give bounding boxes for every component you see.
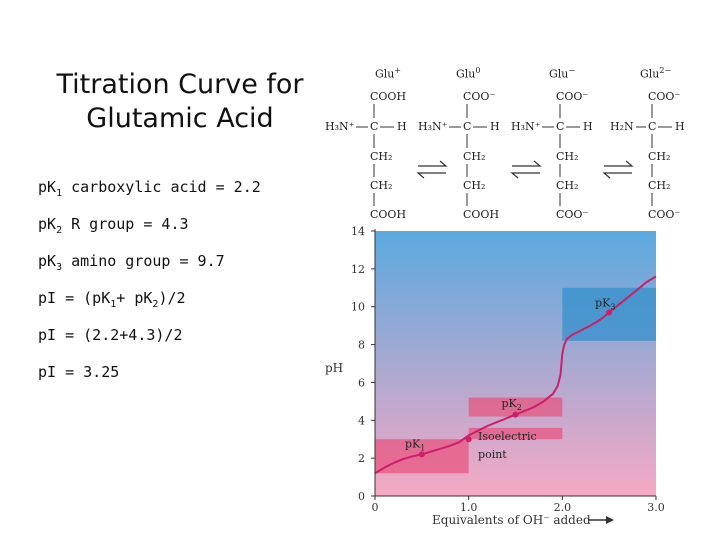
y-tick-label: 12 — [351, 263, 365, 276]
x-tick-label: 1.0 — [460, 501, 478, 514]
species-name-glu-2minus: Glu2− — [640, 66, 672, 81]
y-axis-label: pH — [325, 361, 343, 375]
s1-side: COOH — [370, 208, 407, 221]
note-pi-result: pI = 3.25 — [38, 363, 120, 381]
x-tick-label: 3.0 — [647, 501, 665, 514]
x-tick-label: 2.0 — [554, 501, 572, 514]
pK3-label: pK3 — [595, 297, 615, 312]
species-name-glu-plus: Glu+ — [375, 66, 402, 81]
pI-region — [468, 427, 563, 440]
pK2-point — [512, 411, 519, 418]
s1-center: C — [370, 120, 379, 133]
y-tick-label: 8 — [358, 339, 365, 352]
note-pk1: pK1 carboxylic acid = 2.2 — [38, 178, 261, 199]
s3-ch2b: CH₂ — [556, 179, 579, 192]
s2-amine: H₃N⁺ — [418, 120, 448, 133]
note-pk3: pK3 amino group = 9.7 — [38, 252, 225, 273]
note-pk2: pK2 R group = 4.3 — [38, 215, 189, 236]
s1-top: COOH — [370, 90, 407, 103]
pK1-point — [418, 451, 425, 458]
y-tick-label: 10 — [351, 301, 365, 314]
species-name-glu-minus: Glu− — [549, 66, 576, 81]
s3-side: COO⁻ — [556, 208, 589, 221]
isoelectric-point — [465, 436, 472, 443]
y-tick-label: 2 — [358, 452, 365, 465]
x-tick-label: 0 — [372, 501, 379, 514]
title-line-2: Glutamic Acid — [86, 103, 274, 134]
s2-ch2b: CH₂ — [463, 179, 486, 192]
page-title: Titration Curve for Glutamic Acid — [30, 68, 330, 136]
isoelectric-label-2: point — [478, 448, 507, 461]
s3-h: H — [583, 120, 593, 133]
pK3-point — [606, 309, 613, 316]
y-tick-label: 0 — [358, 490, 365, 503]
s4-ch2a: CH₂ — [648, 150, 671, 163]
s4-center: C — [648, 120, 657, 133]
pk-notes: pK1 carboxylic acid = 2.2 pK2 R group = … — [38, 178, 328, 400]
s4-side: COO⁻ — [648, 208, 681, 221]
y-tick-label: 4 — [358, 414, 365, 427]
s2-center: C — [463, 120, 472, 133]
s2-top: COO⁻ — [463, 90, 496, 103]
pK2-region — [468, 397, 563, 417]
s2-h: H — [490, 120, 500, 133]
s1-amine: H₃N⁺ — [325, 120, 355, 133]
isoelectric-label-1: Isoelectric — [478, 430, 537, 443]
s3-center: C — [556, 120, 565, 133]
y-tick-label: 14 — [351, 225, 365, 238]
note-pi-substituted: pI = (2.2+4.3)/2 — [38, 326, 183, 344]
pK1-label: pK1 — [405, 438, 425, 453]
y-tick-label: 6 — [358, 376, 365, 389]
s3-ch2a: CH₂ — [556, 150, 579, 163]
x-axis-arrow-icon — [588, 516, 614, 524]
s4-ch2b: CH₂ — [648, 179, 671, 192]
s2-side: COOH — [463, 208, 500, 221]
s3-amine: H₃N⁺ — [511, 120, 541, 133]
title-line-1: Titration Curve for — [56, 69, 304, 100]
s1-h: H — [397, 120, 407, 133]
s3-top: COO⁻ — [556, 90, 589, 103]
s4-h: H — [675, 120, 685, 133]
note-pi-formula: pI = (pK1+ pK2)/2 — [38, 289, 186, 310]
x-axis-label: Equivalents of OH⁻ added — [432, 513, 591, 527]
s4-top: COO⁻ — [648, 90, 681, 103]
s2-ch2a: CH₂ — [463, 150, 486, 163]
species-name-glu-zero: Glu0 — [456, 66, 481, 81]
titration-curve — [374, 275, 657, 475]
s1-ch2b: CH₂ — [370, 179, 393, 192]
s1-ch2a: CH₂ — [370, 150, 393, 163]
s4-amine: H₂N — [610, 120, 634, 133]
